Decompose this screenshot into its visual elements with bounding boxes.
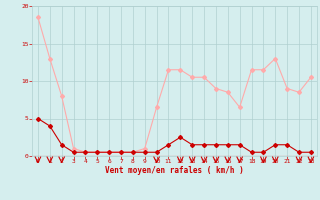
X-axis label: Vent moyen/en rafales ( km/h ): Vent moyen/en rafales ( km/h ) — [105, 166, 244, 175]
